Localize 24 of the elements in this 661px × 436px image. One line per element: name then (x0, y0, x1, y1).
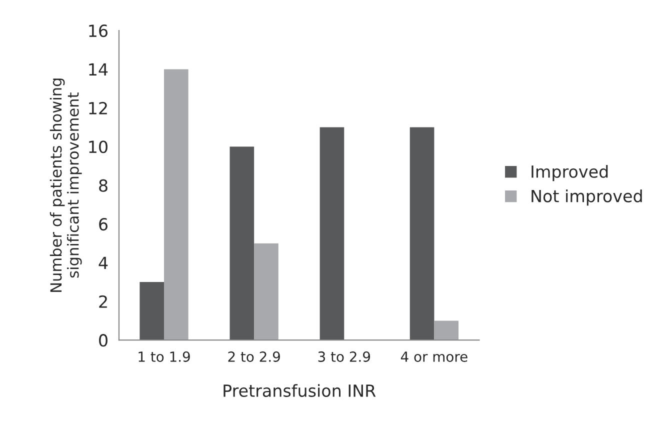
bar (320, 127, 344, 340)
y-tick-label: 4 (98, 256, 108, 270)
y-axis-title: Number of patients showing significant improvement (50, 78, 82, 292)
bar (434, 320, 459, 340)
x-tick-label: 1 to 1.9 (138, 351, 190, 362)
y-tick-label: 0 (99, 334, 108, 347)
y-tick-label: 12 (89, 102, 107, 114)
y-tick-label: 6 (99, 218, 108, 231)
y-tick-label: 2 (99, 295, 107, 308)
legend-label: Improved (532, 165, 608, 182)
x-tick-label: 2 to 2.9 (228, 351, 280, 362)
bar (140, 282, 164, 340)
bar (254, 243, 278, 340)
y-tick-label: 8 (99, 179, 108, 192)
x-tick-label: 3 to 2.9 (318, 351, 370, 362)
bar (164, 69, 188, 340)
legend-label: Not improved (532, 189, 642, 206)
bar (410, 127, 434, 340)
y-tick-label: 10 (89, 140, 108, 154)
x-tick-label: 4 or more (400, 352, 468, 362)
x-axis-title: Pretransfusion INR (224, 384, 376, 397)
y-tick-label: 16 (89, 24, 108, 38)
bar (230, 146, 254, 340)
y-tick-label: 14 (89, 63, 108, 76)
